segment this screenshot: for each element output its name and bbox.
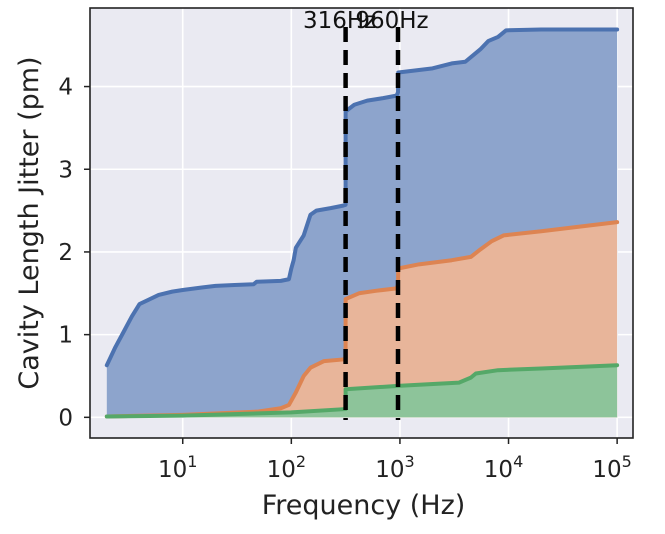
y-axis-label: Cavity Length Jitter (pm) — [14, 56, 45, 389]
y-tick-label-2: 1 — [58, 323, 73, 349]
series-3-area — [106, 365, 618, 418]
x-tick-label-2: 102 — [267, 452, 306, 483]
annotation-label-2: 960Hz — [355, 8, 428, 34]
y-tick-label-5: 4 — [58, 75, 73, 101]
x-tick-label-4: 104 — [484, 452, 523, 483]
axis-ticks: 101 102 103 104 105 0 1 2 3 4 — [58, 75, 632, 483]
y-tick-label-3: 2 — [58, 240, 73, 266]
x-tick-label-3: 103 — [375, 452, 414, 483]
x-axis-label: Frequency (Hz) — [262, 490, 466, 521]
annotation-label-1: 316Hz — [303, 8, 376, 34]
series-lines — [104, 27, 620, 419]
series-1-line — [104, 27, 620, 368]
x-tick-label-1: 101 — [158, 452, 197, 483]
y-tick-label-1: 0 — [58, 405, 73, 431]
plot-frame — [89, 7, 634, 439]
series-2-line — [104, 220, 620, 419]
x-tick-label-5: 105 — [592, 452, 631, 483]
series-2-area — [106, 222, 618, 418]
series-3-line — [104, 363, 620, 419]
area-fills — [106, 29, 618, 418]
y-tick-label-4: 3 — [58, 157, 73, 183]
